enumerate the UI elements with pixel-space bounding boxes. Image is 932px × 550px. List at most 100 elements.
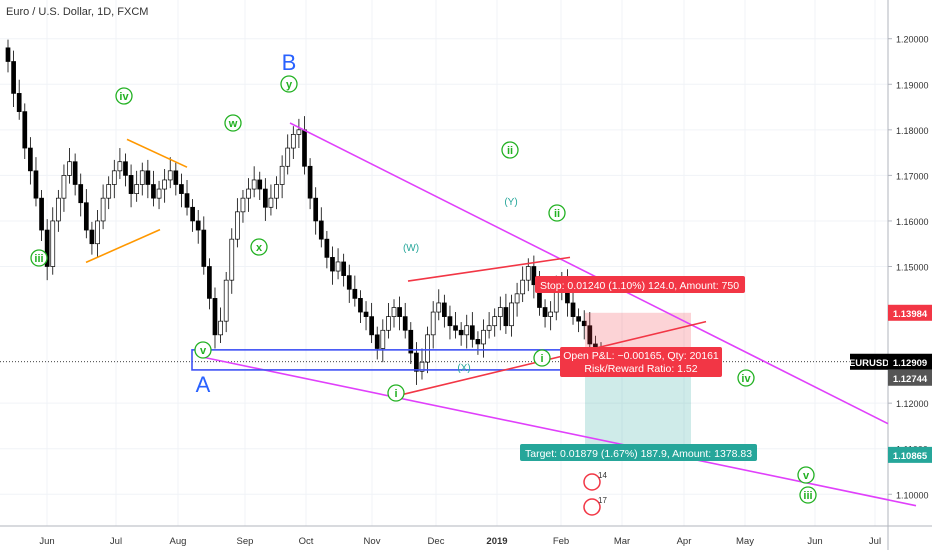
candle-body — [151, 184, 156, 199]
candle-body — [453, 325, 458, 331]
y-tick-label: 1.16000 — [896, 217, 929, 227]
candle-body — [341, 261, 347, 276]
candle-body — [402, 316, 408, 331]
candle-body — [486, 325, 492, 331]
event-markers: 14 17 — [583, 471, 607, 516]
candle-body — [50, 220, 56, 267]
candle — [151, 170, 156, 207]
candle — [380, 319, 386, 363]
candle-body — [240, 197, 246, 213]
x-tick-label: Apr — [677, 536, 692, 547]
candle — [341, 253, 347, 287]
candle-body — [425, 334, 430, 363]
candle — [67, 148, 72, 184]
y-tick-label: 1.18000 — [896, 126, 929, 136]
candle — [330, 246, 335, 285]
candle-body — [503, 307, 509, 327]
candle-body — [39, 197, 44, 231]
x-tick-label: May — [736, 536, 754, 547]
candle — [55, 189, 61, 232]
candle-body — [525, 266, 531, 281]
candle — [72, 153, 78, 196]
target-zone — [585, 369, 691, 455]
candle — [156, 180, 162, 210]
candle — [402, 302, 408, 339]
event-count: 14 — [598, 471, 607, 480]
x-tick-label: Aug — [170, 536, 187, 547]
event-flag-icon — [583, 473, 601, 491]
x-tick-label: Sep — [237, 536, 254, 547]
event-count: 17 — [598, 496, 607, 505]
candle-body — [335, 261, 341, 272]
candle-body — [358, 298, 363, 313]
candle-body — [548, 311, 554, 317]
candle — [274, 176, 279, 210]
candle-body — [447, 316, 453, 327]
y-tick-label: 1.15000 — [896, 263, 929, 273]
candle-body — [235, 211, 240, 240]
candle — [520, 266, 526, 303]
candle — [570, 289, 576, 325]
candle — [83, 189, 89, 239]
candle-body — [207, 266, 212, 299]
wave-label-text: v — [803, 470, 810, 482]
candle-body — [212, 298, 218, 336]
candle-body — [414, 352, 419, 372]
stop-label-bg — [535, 276, 745, 293]
candle — [296, 118, 302, 149]
candle — [464, 314, 470, 349]
candle — [11, 50, 16, 108]
wave-label-text: ii — [554, 208, 560, 220]
candle — [509, 294, 514, 337]
candle-body — [257, 179, 263, 190]
candle-body — [274, 184, 279, 199]
candle — [514, 282, 520, 317]
candle — [16, 79, 22, 120]
candles — [5, 39, 604, 385]
candle-body — [458, 329, 464, 336]
candle-body — [542, 307, 548, 317]
candle — [430, 301, 436, 349]
chart-title: Euro / U.S. Dollar, 1D, FXCM — [6, 6, 149, 18]
wave-label-circle — [224, 114, 242, 132]
candle — [257, 171, 263, 200]
candle — [290, 126, 296, 159]
candle-body — [67, 161, 72, 176]
candle-body — [128, 175, 134, 194]
candle — [190, 199, 195, 232]
candle — [346, 264, 352, 303]
candle — [89, 221, 95, 255]
candle — [419, 348, 425, 380]
candle — [587, 312, 593, 353]
wave-label-circle — [501, 141, 519, 159]
candle-body — [28, 147, 33, 172]
wave-label-circle — [737, 369, 755, 387]
candle — [324, 230, 330, 269]
candle — [318, 207, 324, 248]
candle — [139, 162, 145, 196]
price-tag-label: 1.10865 — [893, 451, 928, 462]
candle-body — [514, 293, 520, 304]
candle-body — [497, 307, 503, 317]
candle-body — [134, 184, 140, 194]
wedge-upper-line — [289, 122, 889, 425]
wave-label-major: A — [196, 372, 211, 397]
candle-body — [430, 311, 436, 336]
candle-body — [391, 307, 397, 317]
candle-body — [509, 302, 514, 327]
candle — [162, 169, 167, 203]
candle-body — [380, 329, 386, 349]
candle — [548, 301, 554, 331]
wave-label-text: iv — [741, 373, 751, 385]
candle-body — [72, 161, 78, 185]
candle-body — [22, 111, 28, 149]
wave-label-minor: (X) — [457, 363, 470, 374]
pnl-label-bg — [560, 347, 722, 377]
wave-label-text: iv — [119, 91, 129, 103]
candle-body — [464, 325, 470, 336]
candle-body — [419, 361, 425, 372]
candle — [279, 155, 285, 199]
candle-body — [33, 170, 39, 199]
